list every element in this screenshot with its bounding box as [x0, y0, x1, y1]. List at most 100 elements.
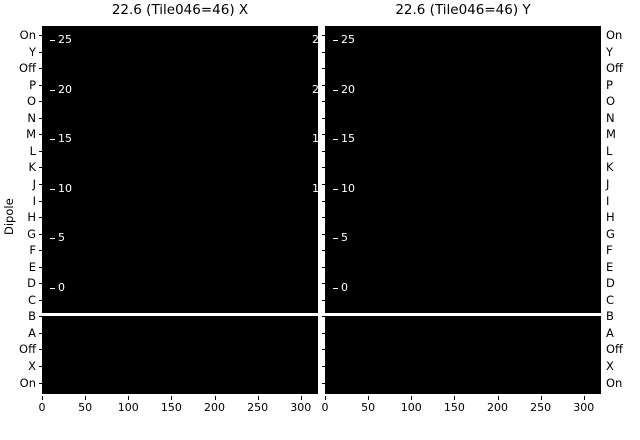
inner-tick-label-left: 10: [341, 181, 355, 195]
x-tick-label: 0: [321, 401, 329, 414]
plot-area-y-lower[interactable]: [325, 316, 601, 394]
category-label: L: [606, 143, 613, 158]
category-labels-right-y: On Y Off P O N M L K J I H G F E D C B A Off X On: [606, 24, 640, 394]
x-tick-label: 250: [530, 401, 552, 414]
category-label: C: [27, 292, 36, 307]
category-label: B: [28, 309, 36, 324]
category-label: P: [606, 77, 613, 92]
y-tick-mark: [39, 150, 42, 152]
y-tick-mark: [39, 217, 42, 219]
category-label: K: [28, 160, 36, 175]
x-tick-mark: [540, 396, 542, 400]
y-tick-mark: [322, 217, 325, 219]
x-tick-mark: [257, 396, 259, 400]
y-tick-mark: [322, 35, 325, 36]
category-label: On: [19, 28, 36, 42]
inner-tick-dash: [333, 238, 338, 239]
category-label: On: [606, 375, 623, 390]
panel-divider-y: [325, 313, 601, 316]
x-axis-x: 0 50 100 150 200 250 300: [39, 396, 318, 416]
x-tick-label: 100: [400, 401, 422, 414]
plot-area-x-upper[interactable]: 25252020151510105500: [42, 26, 318, 313]
y-tick-mark: [39, 250, 42, 252]
category-label: H: [606, 210, 615, 225]
y-tick-marks-x: [39, 24, 43, 394]
inner-tick-label-left: 15: [341, 132, 355, 145]
inner-tick-dash: [333, 40, 338, 41]
y-tick-mark: [39, 200, 42, 202]
category-label: I: [32, 193, 36, 208]
category-labels-left-x: On Y Off P O N M L K J I H G F E D C B A Off X On: [2, 24, 36, 394]
x-tick-mark: [300, 396, 302, 400]
inner-tick-label-left: 20: [58, 82, 72, 96]
panel-divider-x: [42, 313, 318, 316]
y-tick-mark: [322, 68, 325, 70]
x-tick-mark: [171, 396, 173, 400]
y-tick-mark: [39, 332, 42, 334]
x-tick-label: 200: [204, 401, 225, 414]
y-tick-mark: [322, 183, 325, 185]
x-tick-mark: [42, 396, 43, 400]
category-label: On: [19, 375, 36, 390]
plot-area-x-lower[interactable]: [42, 316, 318, 394]
inner-tick-dash: [50, 188, 55, 190]
y-tick-mark: [322, 51, 325, 53]
y-tick-mark: [322, 250, 325, 252]
plot-area-y-upper[interactable]: 25 20 15 10 5 0: [325, 26, 601, 313]
category-label: Off: [606, 342, 623, 357]
y-tick-mark: [322, 266, 325, 268]
inner-tick-label-left: 0: [58, 280, 65, 294]
category-label: X: [28, 359, 36, 373]
y-tick-mark: [39, 316, 42, 318]
inner-tick-label-left: 25: [58, 33, 72, 46]
y-tick-mark: [322, 283, 325, 285]
y-tick-mark: [322, 332, 325, 334]
x-tick-mark: [325, 396, 326, 400]
inner-tick-label-left: 0: [341, 280, 348, 294]
x-tick-label: 150: [160, 401, 182, 414]
inner-tick-dash: [50, 287, 55, 289]
category-label: K: [606, 160, 614, 175]
inner-tick-label-left: 10: [58, 181, 72, 195]
category-label: O: [606, 94, 616, 109]
y-tick-mark: [322, 316, 325, 318]
x-tick-mark: [214, 396, 216, 400]
inner-tick-label-right: 10: [312, 181, 318, 195]
category-label: On: [606, 28, 623, 42]
category-label: X: [606, 359, 614, 373]
y-tick-mark: [39, 283, 42, 285]
x-tick-mark: [368, 396, 370, 400]
category-label: Y: [28, 44, 36, 59]
category-label: A: [606, 325, 614, 340]
category-label: N: [27, 110, 36, 125]
y-tick-mark: [39, 366, 42, 367]
inner-tick-dash: [333, 89, 338, 91]
x-tick-label: 150: [443, 401, 465, 414]
x-tick-mark: [411, 396, 413, 400]
category-label: A: [28, 325, 36, 340]
x-tick-mark: [497, 396, 499, 400]
inner-tick-label-right: 15: [312, 132, 318, 145]
y-tick-mark: [39, 84, 42, 86]
y-tick-mark: [322, 382, 325, 384]
x-tick-mark: [583, 396, 585, 400]
y-tick-mark: [39, 51, 42, 53]
category-label: J: [606, 176, 610, 191]
inner-tick-dash: [50, 40, 55, 41]
y-tick-mark: [39, 35, 42, 36]
x-tick-label: 300: [573, 401, 595, 414]
category-label: G: [606, 226, 615, 241]
y-tick-mark: [322, 134, 325, 136]
inner-tick-label-left: 5: [58, 231, 65, 244]
category-label: L: [29, 143, 36, 158]
category-label: F: [606, 243, 613, 258]
y-tick-mark: [39, 233, 42, 235]
y-tick-mark: [39, 183, 42, 185]
inner-tick-label-left: 15: [58, 132, 72, 145]
inner-tick-label-left: 5: [341, 231, 348, 244]
inner-tick-label-left: 20: [341, 82, 355, 96]
y-tick-mark: [322, 84, 325, 86]
category-label: J: [32, 176, 36, 191]
y-tick-mark: [322, 150, 325, 152]
